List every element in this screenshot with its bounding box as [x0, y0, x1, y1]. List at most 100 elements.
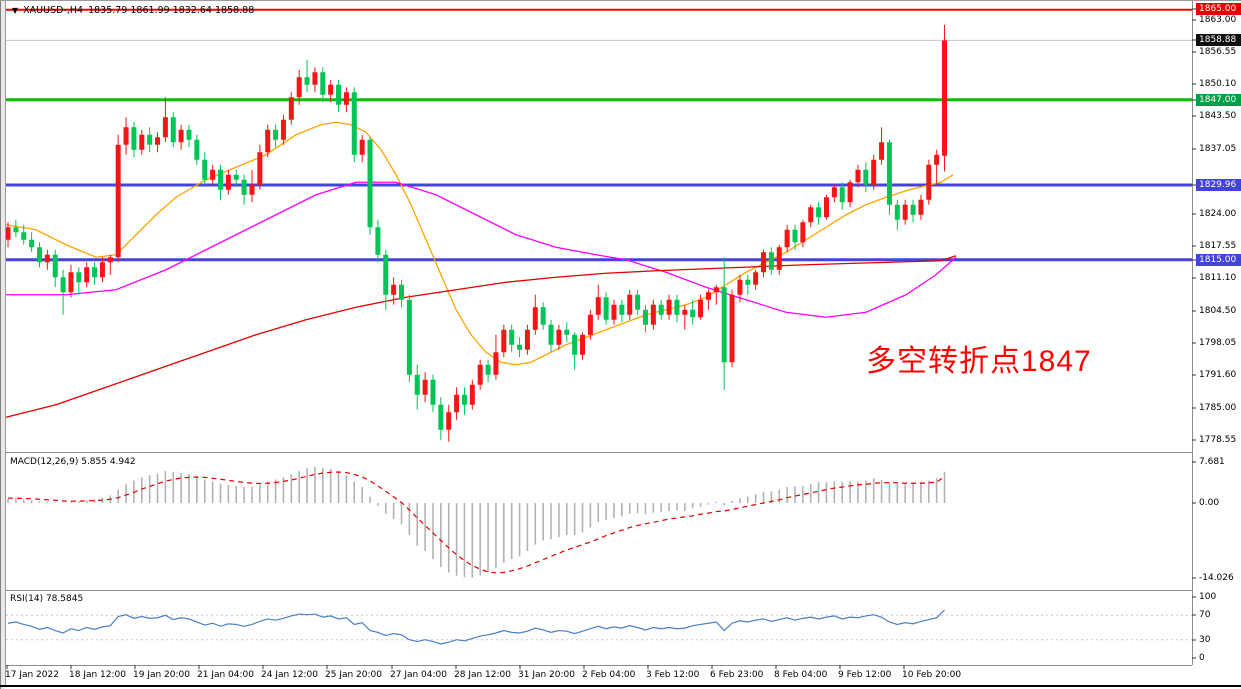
candle-body — [501, 329, 507, 353]
candle-body — [855, 169, 861, 183]
candle-body — [178, 129, 184, 143]
candle-body — [36, 247, 42, 263]
scale-label: 1843.50 — [1199, 111, 1237, 121]
candle-body — [107, 257, 113, 263]
time-label: 27 Jan 04:00 — [390, 670, 447, 680]
candle-body — [194, 139, 200, 160]
candle-body — [68, 272, 74, 293]
candle-body — [162, 117, 168, 138]
candle-body — [375, 227, 381, 255]
scale-label: 7.681 — [1199, 457, 1225, 467]
scale-label: 1811.10 — [1199, 273, 1237, 283]
scale-label: 0.00 — [1199, 498, 1220, 508]
candle-body — [422, 379, 428, 395]
window-bottom-border — [0, 685, 1241, 687]
candle-body — [894, 204, 900, 220]
candle-body — [438, 404, 444, 430]
candle-body — [934, 154, 940, 165]
candle-body — [320, 72, 326, 95]
candle-body — [273, 129, 279, 140]
symbol-dropdown-icon[interactable]: ▼ — [12, 6, 19, 15]
candle-body — [871, 159, 877, 185]
candle-body — [44, 254, 50, 263]
scale-label: 30 — [1199, 635, 1211, 645]
candle-body — [540, 307, 546, 325]
chart-title: ▼ XAUUSD-,H4 1835.79 1861.99 1832.64 185… — [12, 5, 254, 16]
scale-label: 1837.05 — [1199, 144, 1237, 154]
candle-body — [225, 174, 231, 190]
chart-annotation-text[interactable]: 多空转折点1847 — [866, 345, 1092, 378]
candle-body — [564, 329, 570, 335]
scale-label: 1850.10 — [1199, 79, 1237, 89]
candle-body — [753, 272, 759, 285]
candle-body — [863, 169, 869, 185]
candle-body — [131, 127, 137, 150]
rsi-line — [7, 609, 945, 645]
ohlc-readout: 1835.79 1861.99 1832.64 1858.88 — [88, 5, 255, 16]
candle-body — [532, 307, 538, 330]
candle-body — [367, 139, 373, 228]
candle-body — [776, 247, 782, 270]
ma-fast — [5, 121, 954, 366]
candle-body — [123, 127, 129, 145]
price-badge-1815.00: 1815.00 — [1196, 254, 1241, 266]
candle-body — [808, 207, 814, 223]
candle-body — [139, 134, 145, 150]
time-label: 8 Feb 04:00 — [774, 670, 828, 680]
candle-body — [265, 129, 271, 153]
candle-body — [524, 329, 530, 350]
candle-body — [186, 129, 192, 140]
candle-body — [517, 344, 523, 350]
candle-body — [84, 267, 90, 283]
window-top-border — [0, 0, 1241, 1]
candle-body — [831, 187, 837, 198]
candle-body — [249, 184, 255, 195]
candle-body — [713, 287, 719, 293]
candle-body — [690, 309, 696, 318]
scale-label: 1817.55 — [1199, 241, 1237, 251]
macd-signal-line — [8, 471, 945, 574]
window-left-line — [5, 0, 6, 685]
candle-body — [296, 77, 302, 98]
candle-body — [595, 297, 601, 315]
candle-body — [170, 117, 176, 143]
candle-body — [839, 187, 845, 203]
candle-body — [942, 40, 948, 156]
scale-label: 1804.50 — [1199, 306, 1237, 316]
scale-label: 1785.00 — [1199, 403, 1237, 413]
candle-body — [674, 299, 680, 315]
candle-body — [446, 412, 452, 430]
ma-mid — [6, 181, 957, 318]
candle-body — [698, 299, 704, 318]
candle-body — [627, 294, 633, 315]
candle-body — [328, 84, 334, 95]
candle-body — [721, 287, 727, 363]
candle-body — [587, 314, 593, 335]
candle-body — [572, 334, 578, 355]
ma-slow — [5, 255, 957, 418]
candle-body — [92, 267, 98, 278]
candle-body — [210, 169, 216, 180]
candle-body — [761, 252, 767, 273]
time-label: 24 Jan 12:00 — [261, 670, 318, 680]
candle-body — [60, 277, 66, 293]
candle-body — [580, 334, 586, 355]
price-badge-1865.00: 1865.00 — [1196, 3, 1241, 15]
candle-body — [99, 262, 105, 278]
candle-body — [5, 227, 11, 240]
candle-body — [886, 142, 892, 205]
price-badge-1829.96: 1829.96 — [1196, 179, 1241, 191]
candle-body — [682, 309, 688, 315]
scale-label: 1824.00 — [1199, 209, 1237, 219]
candle-body — [729, 294, 735, 363]
candle-body — [52, 254, 58, 278]
candle-body — [768, 252, 774, 270]
candle-body — [383, 254, 389, 295]
scale-label: -14.026 — [1199, 573, 1234, 583]
scale-label: 100 — [1199, 592, 1217, 602]
candle-body — [414, 374, 420, 395]
candle-body — [485, 364, 491, 375]
candle-body — [926, 164, 932, 200]
